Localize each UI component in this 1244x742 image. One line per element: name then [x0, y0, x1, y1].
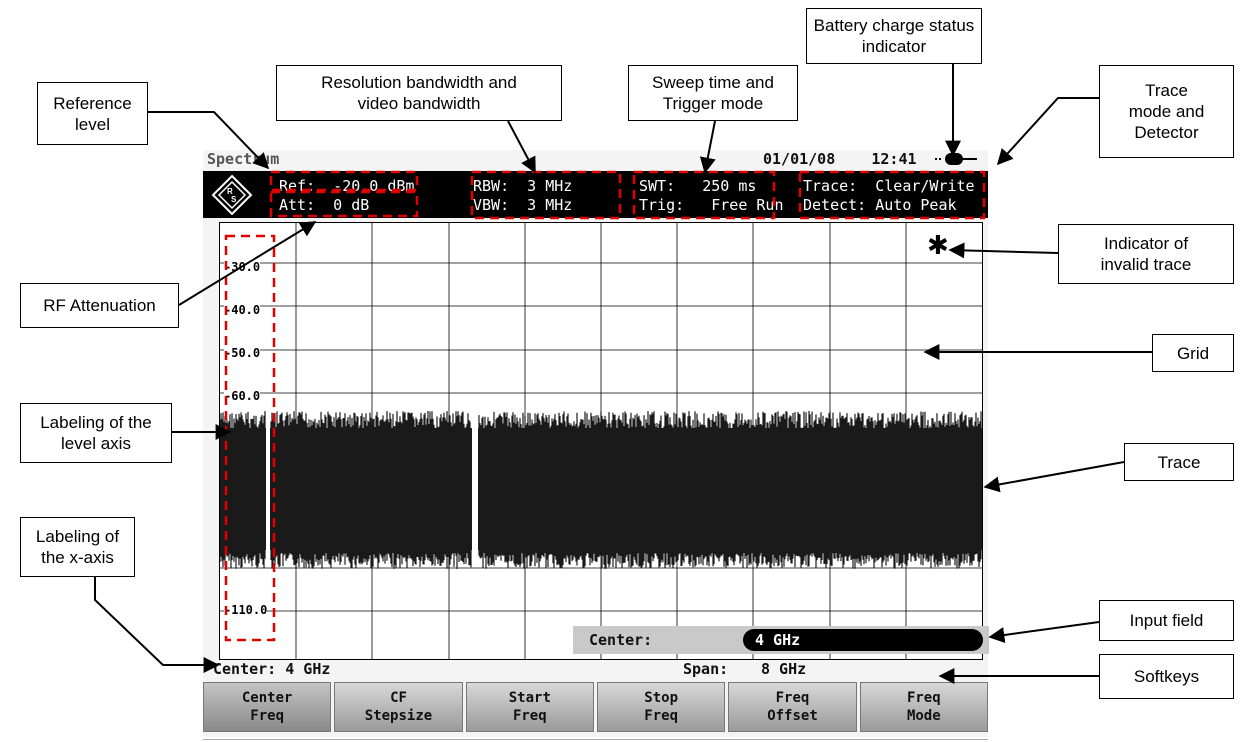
- trigger-mode[interactable]: Trig: Free Run: [639, 196, 784, 214]
- svg-text:R: R: [227, 187, 233, 196]
- softkey-line1: Center: [241, 690, 293, 706]
- rohde-schwarz-logo: R S: [211, 174, 253, 216]
- input-field-label: Center:: [589, 631, 653, 649]
- callout-trace-mode: Trace mode and Detector: [1099, 65, 1234, 158]
- softkey-line1: Start: [508, 690, 551, 706]
- softkey-freq-mode[interactable]: Freq Mode: [859, 682, 988, 732]
- softkey-line2: Freq: [644, 708, 678, 724]
- softkey-line2: Freq: [250, 708, 285, 724]
- y-tick-label: -30.0: [224, 260, 261, 274]
- trace: [220, 411, 982, 569]
- y-tick-label: -110.0: [224, 603, 268, 617]
- arrow-trace-mode: [996, 97, 1099, 166]
- callout-rbw-vbw: Resolution bandwidth and video bandwidth: [276, 65, 562, 121]
- time: 12:41: [871, 150, 917, 168]
- softkey-start-freq[interactable]: Start Freq: [465, 682, 594, 732]
- detector[interactable]: Detect: Auto Peak: [803, 196, 957, 214]
- softkey-bar: Center Freq CF Stepsize Start Freq Stop …: [203, 682, 988, 732]
- date-time: 01/01/08 12:41: [763, 150, 917, 168]
- input-field[interactable]: Center: 4 GHz: [573, 626, 989, 654]
- header-bar: R S Ref: -20.0 dBm Att: 0 dB RBW: 3 MHz …: [203, 171, 988, 218]
- callout-softkeys: Softkeys: [1099, 654, 1234, 699]
- trace-mode[interactable]: Trace: Clear/Write: [803, 177, 975, 195]
- plot-svg: [220, 223, 982, 659]
- softkey-line1: CF: [390, 690, 407, 706]
- y-tick-label: -50.0: [224, 346, 261, 360]
- instrument-screen: Spectrum 01/01/08 12:41 R S Ref: -20.0 d…: [203, 150, 989, 737]
- callout-x-axis: Labeling of the x-axis: [20, 517, 135, 577]
- arrow-trace: [983, 461, 1125, 493]
- callout-battery: Battery charge status indicator: [806, 8, 982, 64]
- arrow-input-field: [988, 621, 1100, 643]
- rf-attenuation[interactable]: Att: 0 dB: [279, 196, 370, 214]
- softkey-center-freq[interactable]: Center Freq: [203, 682, 332, 732]
- callout-grid: Grid: [1152, 334, 1234, 372]
- x-axis-center: Center: 4 GHz: [213, 660, 331, 678]
- softkey-line1: Freq: [775, 690, 810, 706]
- trace-gap: [266, 413, 270, 563]
- input-field-value[interactable]: 4 GHz: [743, 629, 983, 651]
- battery-icon: [935, 153, 977, 165]
- date: 01/01/08: [763, 150, 836, 168]
- rbw[interactable]: RBW: 3 MHz: [473, 177, 573, 195]
- y-tick-label: -40.0: [224, 303, 261, 317]
- softkey-line2: Freq: [512, 708, 547, 724]
- softkey-freq-offset[interactable]: Freq Offset: [728, 682, 857, 732]
- softkey-line1: Freq: [906, 690, 941, 706]
- vbw[interactable]: VBW: 3 MHz: [473, 196, 573, 214]
- ref-level[interactable]: Ref: -20.0 dBm: [279, 177, 415, 195]
- arrow-x-axis: [94, 577, 220, 673]
- divider: [203, 739, 988, 740]
- softkey-line2: Stepsize: [364, 708, 433, 724]
- svg-text:S: S: [231, 195, 237, 204]
- trace-gap: [472, 413, 478, 563]
- y-tick-label: -60.0: [224, 389, 261, 403]
- x-axis-span-value: 8 GHz: [761, 660, 807, 678]
- callout-input-field: Input field: [1099, 600, 1234, 641]
- softkey-line2: Mode: [906, 708, 941, 724]
- trace-path: [220, 411, 982, 569]
- callout-level-axis: Labeling of the level axis: [20, 403, 172, 463]
- callout-rf-attenuation: RF Attenuation: [20, 283, 179, 328]
- callout-sweep-trigger: Sweep time and Trigger mode: [628, 65, 798, 121]
- x-axis-span-label: Span:: [683, 660, 729, 678]
- softkey-line2: Offset: [767, 708, 818, 724]
- sweep-time[interactable]: SWT: 250 ms: [639, 177, 757, 195]
- softkey-line1: Stop: [644, 690, 678, 706]
- callout-reference-level: Reference level: [37, 82, 148, 145]
- screen-title: Spectrum: [207, 150, 280, 168]
- callout-trace: Trace: [1124, 443, 1234, 481]
- softkey-stop-freq[interactable]: Stop Freq: [596, 682, 726, 732]
- callout-invalid-trace: Indicator of invalid trace: [1058, 224, 1234, 284]
- invalid-trace-indicator: ✱: [927, 231, 949, 261]
- spectrum-plot: -30.0 -40.0 -50.0 -60.0 -110.0 ✱: [219, 222, 983, 660]
- softkey-cf-stepsize[interactable]: CF Stepsize: [334, 682, 463, 732]
